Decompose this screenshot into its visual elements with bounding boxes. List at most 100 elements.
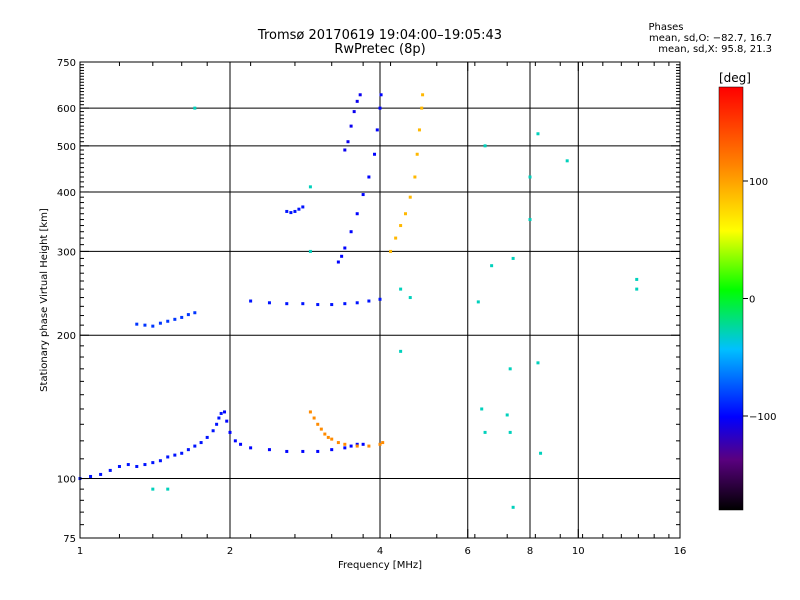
x-axis-label: Frequency [MHz]: [338, 560, 422, 571]
echo-point: [346, 140, 350, 144]
echo-point: [301, 449, 305, 453]
echo-point: [319, 427, 323, 431]
y-tick-label: 200: [57, 331, 76, 342]
colorbar-ticks: 100 0 −100: [743, 177, 776, 423]
y-tick-label: 750: [57, 58, 76, 69]
echo-point: [293, 209, 297, 213]
series-f2-o-mode-trace: [336, 93, 383, 264]
echo-point: [219, 411, 223, 415]
echo-point: [297, 207, 301, 211]
echo-point: [117, 464, 121, 468]
colorbar-tick-label: 100: [749, 177, 768, 188]
echo-point: [323, 432, 327, 436]
echo-point: [361, 442, 365, 446]
colorbar-label: [deg]: [719, 71, 751, 85]
echo-point: [193, 444, 197, 448]
echo-point: [361, 193, 365, 197]
echo-point: [528, 175, 532, 179]
echo-point: [394, 236, 398, 240]
echo-point: [326, 435, 330, 439]
series-scattered-echoes: [151, 106, 639, 509]
phase-stats-heading: Phases: [648, 22, 684, 33]
echo-point: [389, 249, 393, 253]
echo-point: [267, 448, 271, 452]
echo-point: [143, 323, 147, 327]
echo-point: [528, 218, 532, 222]
echo-point: [193, 106, 197, 110]
echo-point: [349, 230, 353, 234]
echo-point: [399, 349, 403, 353]
phase-stats-o: mean, sd,O: −82.7, 16.7: [649, 33, 772, 44]
x-tick-label: 1: [77, 546, 83, 557]
echo-point: [158, 321, 162, 325]
phase-stats-x: mean, sd,X: 95.8, 21.3: [658, 44, 772, 55]
echo-point: [151, 487, 155, 491]
echo-point: [343, 246, 347, 250]
echo-point: [285, 449, 289, 453]
echo-point: [408, 195, 412, 199]
series-e-region-x-trace: [308, 410, 385, 448]
grid-layer: [80, 62, 680, 538]
series-f2-intermediate-trace: [285, 205, 305, 215]
echo-point: [378, 106, 382, 110]
echo-point: [223, 410, 227, 414]
echo-point: [483, 144, 487, 148]
echo-point: [166, 487, 170, 491]
echo-point: [355, 301, 359, 305]
echo-point: [349, 124, 353, 128]
chart-subtitle: RwPretec (8p): [334, 42, 426, 57]
echo-point: [249, 299, 253, 303]
echo-point: [408, 296, 412, 300]
echo-point: [417, 128, 421, 132]
echo-point: [536, 132, 540, 136]
echo-point: [421, 93, 425, 97]
echo-point: [508, 430, 512, 434]
echo-point: [381, 441, 385, 445]
echo-point: [289, 211, 293, 215]
echo-point: [635, 287, 639, 291]
echo-point: [403, 212, 407, 216]
data-layer: [78, 93, 639, 509]
echo-point: [420, 106, 424, 110]
echo-point: [135, 322, 139, 326]
echo-point: [330, 437, 334, 441]
echo-point: [108, 468, 112, 472]
x-tick-label: 6: [465, 546, 471, 557]
echo-point: [415, 152, 419, 156]
x-tick-label: 8: [527, 546, 533, 557]
echo-point: [249, 446, 253, 450]
echo-point: [135, 464, 139, 468]
echo-point: [301, 302, 305, 306]
echo-point: [508, 367, 512, 371]
echo-point: [205, 435, 209, 439]
x-tick-label: 16: [674, 546, 687, 557]
chart-title: Tromsø 20170619 19:04:00–19:05:43: [257, 28, 503, 43]
echo-point: [143, 463, 147, 467]
y-tick-label: 600: [57, 104, 76, 115]
colorbar-tick-label: −100: [749, 412, 776, 423]
echo-point: [316, 449, 320, 453]
echo-point: [539, 451, 543, 455]
echo-point: [378, 442, 382, 446]
echo-point: [180, 451, 184, 455]
echo-point: [367, 175, 371, 179]
echo-point: [217, 416, 221, 420]
echo-point: [355, 212, 359, 216]
echo-point: [565, 159, 569, 163]
echo-point: [511, 256, 515, 260]
colorbar: [718, 86, 744, 511]
echo-point: [193, 311, 197, 315]
echo-point: [349, 444, 353, 448]
echo-point: [180, 315, 184, 319]
echo-point: [367, 299, 371, 303]
echo-point: [173, 317, 177, 321]
x-tick-label: 4: [377, 546, 383, 557]
echo-point: [355, 442, 359, 446]
echo-point: [215, 422, 219, 426]
echo-point: [99, 472, 103, 476]
y-tick-label: 100: [57, 475, 76, 486]
echo-point: [199, 441, 203, 445]
x-tick-label: 2: [227, 546, 233, 557]
series-e-region-second-trace: [223, 410, 365, 453]
echo-point: [89, 474, 93, 478]
